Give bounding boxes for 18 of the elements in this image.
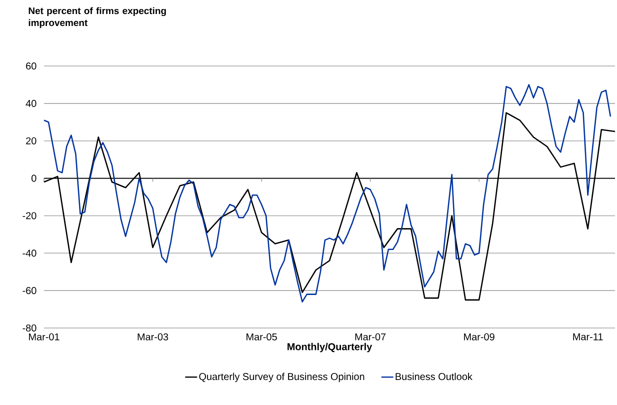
y-tick-label: 20 — [26, 137, 36, 144]
x-tick-label: Mar-05 — [246, 333, 277, 340]
y-tick-label: 40 — [26, 100, 36, 107]
y-tick-label: -40 — [22, 250, 36, 257]
y-tick-label: -60 — [22, 287, 36, 294]
y-tick-label: 0 — [32, 174, 36, 182]
legend-label: Quarterly Survey of Business Opinion — [199, 372, 364, 382]
x-tick-label: Mar-09 — [464, 333, 494, 340]
y-tick-label: 60 — [26, 62, 36, 70]
y-axis-title: Net percent of firms expecting improvement — [28, 7, 166, 28]
x-tick-label: Mar-03 — [138, 333, 168, 340]
y-tick-label: -80 — [22, 324, 36, 332]
legend-label: Business Outlook — [396, 372, 472, 380]
y-tick-label: -20 — [22, 212, 36, 220]
x-tick-label: Mar-07 — [355, 333, 386, 340]
x-tick-label: Mar-01 — [29, 333, 60, 340]
x-tick-label: Mar-11 — [573, 333, 603, 340]
x-axis-title: Monthly/Quarterly — [288, 342, 372, 352]
